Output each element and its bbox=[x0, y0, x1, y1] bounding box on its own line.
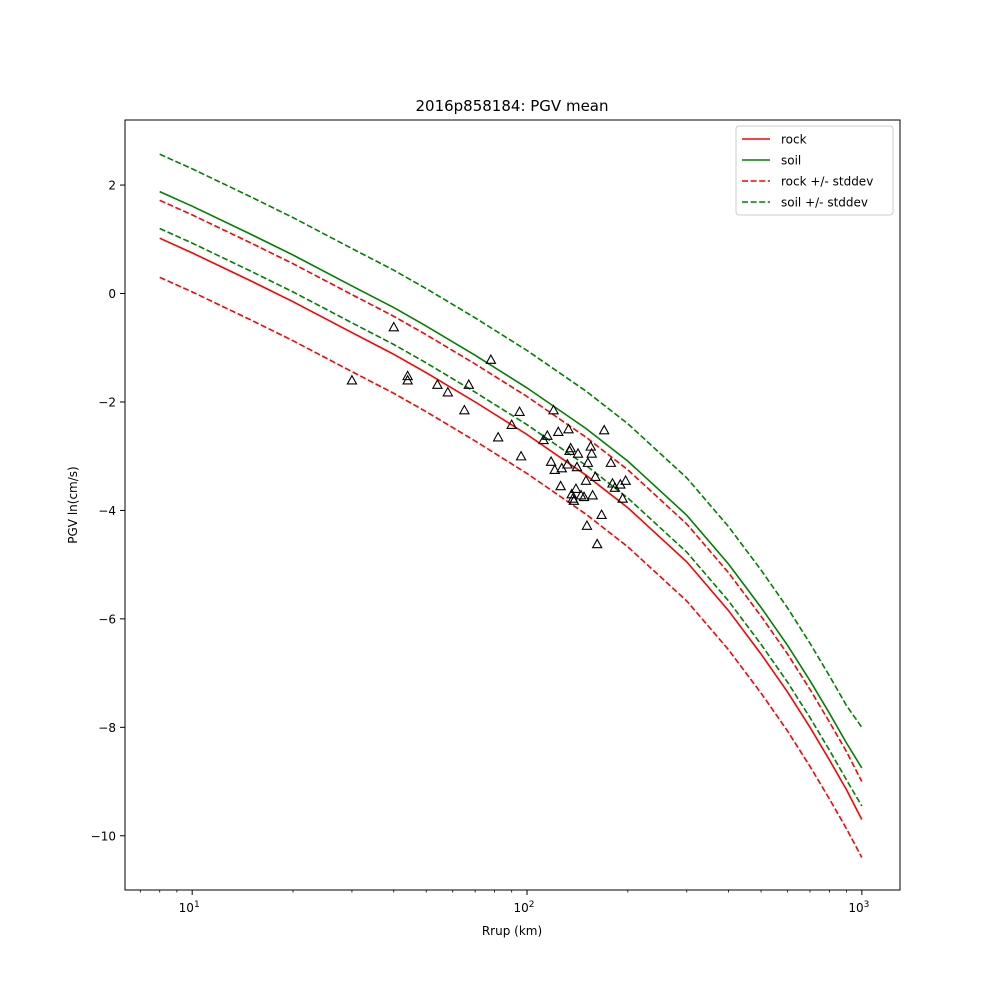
observation-point bbox=[570, 482, 582, 493]
legend-label: soil +/- stddev bbox=[781, 196, 868, 210]
observation-point bbox=[581, 519, 593, 530]
x-tick-label-base: 10 bbox=[848, 901, 863, 915]
x-tick-label: 101 bbox=[179, 900, 200, 915]
x-tick-label-exponent: 2 bbox=[529, 900, 535, 910]
series-line-3 bbox=[159, 276, 863, 858]
series-line-4 bbox=[159, 153, 863, 728]
observation-point bbox=[545, 455, 557, 466]
observation-point bbox=[388, 321, 400, 332]
observation-point bbox=[442, 386, 454, 397]
observation-point bbox=[547, 404, 560, 415]
y-axis-label: PGV ln(cm/s) bbox=[66, 466, 80, 543]
y-tick-label: 0 bbox=[108, 287, 116, 301]
observation-point bbox=[575, 489, 587, 500]
observation-point bbox=[589, 471, 601, 482]
legend-label: soil bbox=[781, 154, 801, 168]
observation-point bbox=[562, 423, 575, 434]
legend-label: rock bbox=[781, 133, 807, 147]
chart-title: 2016p858184: PGV mean bbox=[415, 97, 608, 115]
y-tick-label: −2 bbox=[98, 395, 116, 409]
observation-point bbox=[402, 370, 414, 381]
x-tick-label-exponent: 3 bbox=[864, 900, 870, 910]
legend-box bbox=[735, 125, 894, 216]
y-tick-label: −6 bbox=[98, 612, 116, 626]
observation-point bbox=[552, 426, 564, 437]
observation-point bbox=[571, 461, 583, 472]
observation-point bbox=[617, 492, 629, 503]
observation-point bbox=[549, 464, 561, 474]
legend-label: rock +/- stddev bbox=[781, 175, 873, 189]
series-line-1 bbox=[159, 190, 863, 769]
observation-point bbox=[514, 405, 526, 416]
x-tick-label: 103 bbox=[848, 900, 869, 915]
observation-point bbox=[506, 419, 518, 429]
observation-point bbox=[492, 431, 504, 442]
series-line-2 bbox=[159, 199, 863, 782]
x-tick-label-base: 10 bbox=[179, 901, 194, 915]
observation-point bbox=[458, 404, 470, 415]
x-tick-label: 102 bbox=[514, 900, 535, 915]
y-tick-label: 2 bbox=[108, 179, 116, 193]
observation-point bbox=[578, 491, 590, 502]
observation-point bbox=[620, 474, 632, 485]
observation-point bbox=[402, 374, 414, 385]
observation-point bbox=[555, 480, 567, 491]
plot-frame bbox=[124, 119, 901, 891]
observation-point bbox=[431, 378, 443, 389]
observation-point bbox=[566, 488, 578, 499]
y-tick-label: −10 bbox=[91, 829, 116, 843]
series-line-5 bbox=[159, 227, 863, 807]
observation-point bbox=[485, 353, 497, 364]
observation-point bbox=[541, 429, 553, 440]
y-tick-label: −8 bbox=[98, 721, 116, 735]
x-axis-label: Rrup (km) bbox=[482, 924, 542, 938]
observation-point bbox=[561, 458, 573, 469]
observation-point bbox=[515, 450, 527, 461]
observation-point bbox=[582, 456, 594, 467]
observation-point bbox=[580, 474, 592, 485]
observation-point bbox=[591, 538, 603, 549]
y-tick-label: −4 bbox=[98, 504, 116, 518]
observation-point bbox=[572, 447, 584, 458]
observation-point bbox=[463, 378, 475, 389]
observation-point bbox=[596, 509, 608, 519]
observation-point bbox=[605, 456, 617, 467]
x-tick-label-exponent: 1 bbox=[194, 900, 200, 910]
observation-point bbox=[565, 442, 577, 453]
observation-point bbox=[587, 489, 599, 500]
observation-point bbox=[568, 494, 580, 505]
observation-point bbox=[586, 447, 598, 458]
observation-point bbox=[598, 424, 610, 435]
observation-point bbox=[609, 481, 621, 492]
observation-point bbox=[346, 374, 358, 385]
x-tick-label-base: 10 bbox=[514, 901, 529, 915]
